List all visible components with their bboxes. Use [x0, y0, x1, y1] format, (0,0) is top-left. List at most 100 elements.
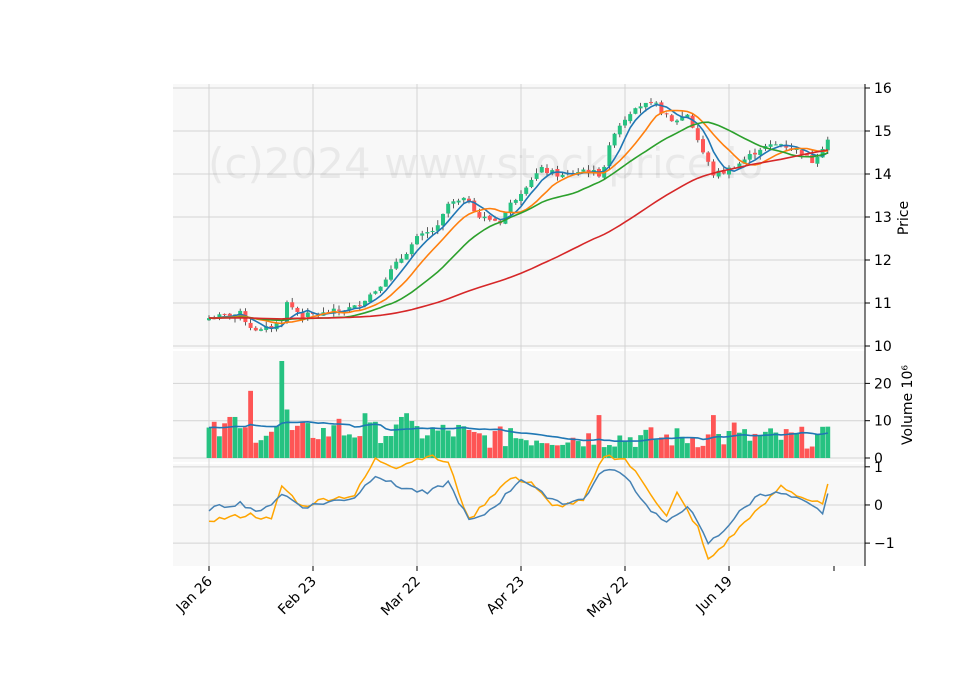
candle-body [711, 161, 716, 176]
volume-bar [690, 437, 695, 458]
candle-body [820, 149, 825, 158]
volume-bar [237, 428, 243, 458]
volume-bar [466, 429, 472, 458]
volume-bar [222, 423, 227, 458]
volume-bar [659, 437, 664, 458]
oscillator-lines [208, 454, 829, 561]
volume-bar [669, 445, 675, 458]
candle-body [383, 279, 388, 287]
candle-body [794, 149, 799, 151]
candle-body [555, 169, 560, 177]
candle-body [269, 325, 274, 329]
candle-body [357, 305, 362, 307]
volume-bar [529, 445, 534, 458]
candle-body [539, 167, 544, 173]
volume-bar [549, 444, 555, 458]
candle-body [378, 286, 383, 292]
volume-bar [617, 435, 623, 458]
volume-bar [279, 361, 285, 458]
volume-bar [435, 430, 441, 458]
candle-body [654, 102, 659, 104]
price-axis-label: Price [896, 201, 912, 235]
candle-body [784, 145, 789, 148]
price-tick-label: 15 [874, 124, 892, 140]
watermark-text: (c)2024 www.stockprice.io [208, 139, 763, 188]
volume-bar [638, 435, 643, 458]
volume-bar [523, 440, 529, 458]
volume-bar [705, 434, 711, 458]
volume-bar [768, 428, 773, 458]
candle-body [701, 139, 705, 153]
date-tick-label: Mar 22 [378, 574, 424, 620]
volume-bar [430, 427, 435, 458]
volume-bar [315, 439, 321, 458]
candle-body [446, 203, 451, 214]
candle-body [425, 232, 430, 234]
volume-bar [440, 424, 446, 458]
candle-body [576, 171, 581, 174]
volume-bar [752, 433, 758, 458]
volume-bar [451, 436, 456, 458]
volume-bar [825, 426, 831, 458]
volume-bar [326, 436, 331, 458]
candle-body [487, 215, 492, 220]
candle-body [295, 307, 300, 312]
candle-body [773, 144, 778, 146]
candle-body [545, 167, 549, 174]
volume-bar [305, 423, 311, 458]
volume-bar [601, 447, 607, 458]
volume-bar [383, 436, 389, 458]
candle-body [451, 201, 456, 204]
candle-body [347, 307, 352, 311]
candle-body [825, 139, 830, 151]
volume-bar [591, 444, 597, 458]
volume-bar [471, 431, 477, 458]
candle-body [300, 312, 305, 319]
volume-bar [419, 438, 425, 458]
date-tick-label: Apr 23 [484, 574, 528, 618]
volume-bar [492, 431, 498, 458]
volume-bar [565, 442, 571, 458]
candle-body [581, 169, 586, 172]
candle-body [482, 216, 487, 219]
candle-body [799, 149, 804, 155]
price-tick-label: 10 [874, 339, 892, 355]
candle-body [742, 159, 747, 164]
volume-bar [560, 444, 565, 458]
volume-bar [373, 421, 378, 458]
volume-bar [622, 441, 628, 458]
volume-bar [295, 425, 300, 458]
price-tick-label: 13 [874, 210, 892, 226]
volume-bar [653, 439, 659, 458]
volume-bar [253, 442, 259, 458]
candle-body [617, 125, 622, 135]
volume-bar [269, 431, 274, 458]
candle-body [415, 236, 419, 245]
candle-body [737, 163, 742, 169]
candle-body [529, 179, 534, 187]
candle-body [368, 294, 373, 302]
oscillator-tick-label: 1 [874, 460, 883, 476]
volume-bar [367, 422, 373, 458]
volume-bar [456, 424, 461, 458]
volume-bar [425, 435, 430, 458]
volume-bar [575, 441, 581, 458]
oscillator-tick-label: −1 [874, 536, 895, 552]
volume-bar [674, 428, 680, 458]
price-tick-label: 16 [874, 81, 892, 97]
candle-body [238, 310, 243, 316]
volume-bars [206, 361, 831, 458]
volume-bar [809, 446, 815, 458]
volume-bar [544, 443, 550, 458]
moving-average-60 [209, 149, 828, 320]
volume-bar [497, 426, 503, 458]
candle-body [695, 128, 700, 141]
volume-bar [737, 432, 742, 458]
candle-body [430, 230, 435, 233]
volume-bar [789, 432, 794, 458]
candle-body [404, 253, 409, 260]
candle-body [389, 269, 393, 280]
candle-body [753, 152, 757, 155]
volume-bar [341, 435, 347, 458]
volume-bar [284, 409, 290, 458]
